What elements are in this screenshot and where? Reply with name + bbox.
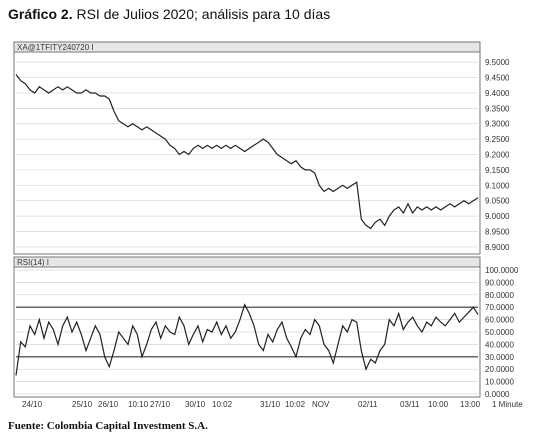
- rsi-y-ticks: 100.0000 90.0000 80.0000 70.0000 60.0000 50.0…: [485, 266, 519, 399]
- price-panel-header: [13, 41, 481, 53]
- price-y-tick-label: 9.0000: [485, 212, 510, 221]
- rsi-y-tick-label: 20.0000: [485, 365, 514, 374]
- source-note: Fuente: Colombia Capital Investment S.A.: [8, 420, 208, 432]
- price-y-tick-label: 8.9000: [485, 243, 510, 252]
- rsi-panel-header: [13, 256, 481, 268]
- price-y-tick-label: 9.4000: [485, 89, 510, 98]
- caption-text: RSI de Julios 2020; análisis para 10 día…: [76, 6, 331, 22]
- x-tick-label: 02/11: [358, 400, 378, 409]
- rsi-series-line: [15, 303, 479, 376]
- price-series-line: [15, 74, 479, 230]
- x-tick-label: 13:00: [460, 400, 481, 409]
- price-y-tick-label: 9.0500: [485, 197, 510, 206]
- rsi-y-tick-label: 40.0000: [485, 340, 514, 349]
- rsi-y-tick-label: 0.0000: [485, 390, 510, 399]
- x-tick-label: 31/10: [260, 400, 281, 409]
- rsi-reference-lines: [16, 306, 478, 358]
- rsi-panel: [13, 256, 481, 398]
- price-y-tick-label: 9.2000: [485, 151, 510, 160]
- x-tick-label: 30/10: [185, 400, 206, 409]
- caption-label: Gráfico 2.: [8, 6, 73, 22]
- rsi-y-tick-label: 90.0000: [485, 278, 514, 287]
- x-tick-label: 24/10: [22, 400, 43, 409]
- price-y-ticks: 9.5000 9.4500 9.4000 9.3500 9.3000 9.2500 9.20…: [485, 58, 510, 252]
- price-y-tick-label: 9.3500: [485, 104, 510, 113]
- x-tick-label: 10:02: [212, 400, 233, 409]
- price-y-tick-label: 9.1500: [485, 166, 510, 175]
- rsi-y-tick-label: 100.0000: [485, 266, 519, 275]
- x-tick-label: NOV: [312, 400, 330, 409]
- price-grid: [16, 61, 478, 248]
- rsi-y-tick-label: 10.0000: [485, 378, 514, 387]
- x-tick-label: 10:10: [128, 400, 149, 409]
- price-panel-label: XA@1TFITY240720 I: [17, 43, 94, 52]
- price-y-tick-label: 9.4500: [485, 74, 510, 83]
- x-tick-label: 10:00: [428, 400, 449, 409]
- x-tick-label: 1 Minute: [492, 400, 523, 409]
- rsi-y-tick-label: 50.0000: [485, 328, 514, 337]
- price-y-tick-label: 9.3000: [485, 120, 510, 129]
- price-y-tick-label: 9.2500: [485, 135, 510, 144]
- x-tick-label: 03/11: [400, 400, 420, 409]
- rsi-y-tick-label: 80.0000: [485, 291, 514, 300]
- price-y-tick-label: 9.5000: [485, 58, 510, 67]
- rsi-y-tick-label: 70.0000: [485, 303, 514, 312]
- price-y-tick-label: 9.1000: [485, 181, 510, 190]
- x-axis-ticks: 24/10 25/10 26/10 10:10 27/10 30/10 10:02 31/10…: [22, 400, 523, 409]
- x-tick-label: 25/10: [72, 400, 93, 409]
- rsi-panel-label: RSI(14) I: [17, 258, 49, 267]
- price-panel: [13, 41, 481, 255]
- price-y-tick-label: 8.9500: [485, 228, 510, 237]
- figure-caption: Gráfico 2. RSI de Julios 2020; análisis …: [8, 6, 330, 22]
- rsi-y-tick-label: 60.0000: [485, 316, 514, 325]
- x-tick-label: 10:02: [285, 400, 306, 409]
- x-tick-label: 27/10: [150, 400, 171, 409]
- rsi-y-tick-label: 30.0000: [485, 353, 514, 362]
- x-tick-label: 26/10: [98, 400, 119, 409]
